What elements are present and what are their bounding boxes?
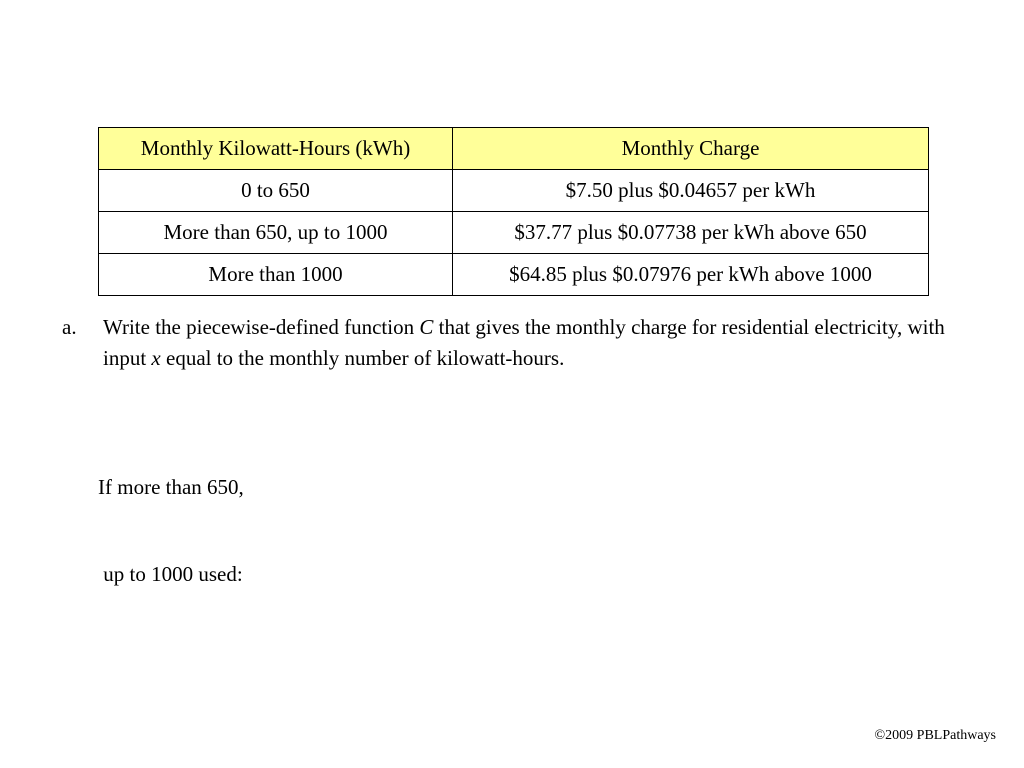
rate-table: Monthly Kilowatt-Hours (kWh) Monthly Cha… xyxy=(98,127,929,296)
table-cell-kwh: 0 to 650 xyxy=(98,169,453,212)
question-text: Write the piecewise-defined function C t… xyxy=(103,312,983,374)
question-text-part1: Write the piecewise-defined function xyxy=(103,315,420,339)
table-cell-charge: $37.77 plus $0.07738 per kWh above 650 xyxy=(452,211,929,254)
table-cell-kwh: More than 1000 xyxy=(98,253,453,296)
case-label-line1: If more than 650, xyxy=(98,475,244,499)
variable-name: x xyxy=(151,346,161,370)
question-text-part2: that gives the monthly charge for reside… xyxy=(103,315,945,370)
header-kwh: Monthly Kilowatt-Hours (kWh) xyxy=(98,127,453,170)
table-row: More than 1000 $64.85 plus $0.07976 per … xyxy=(98,253,929,296)
table-row: 0 to 650 $7.50 plus $0.04657 per kWh xyxy=(98,169,929,212)
function-name: C xyxy=(419,315,434,339)
case-label: If more than 650, up to 1000 used: xyxy=(98,415,244,647)
table-header-row: Monthly Kilowatt-Hours (kWh) Monthly Cha… xyxy=(98,127,929,170)
question-text-part3: equal to the monthly number of kilowatt-… xyxy=(160,346,565,370)
table-cell-charge: $64.85 plus $0.07976 per kWh above 1000 xyxy=(452,253,929,296)
copyright-footer: ©2009 PBLPathways xyxy=(874,728,996,743)
table-cell-kwh: More than 650, up to 1000 xyxy=(98,211,453,254)
table-cell-charge: $7.50 plus $0.04657 per kWh xyxy=(452,169,929,212)
case-label-line2: up to 1000 used: xyxy=(98,562,243,586)
question-marker: a. xyxy=(62,315,77,339)
header-charge: Monthly Charge xyxy=(452,127,929,170)
table-row: More than 650, up to 1000 $37.77 plus $0… xyxy=(98,211,929,254)
